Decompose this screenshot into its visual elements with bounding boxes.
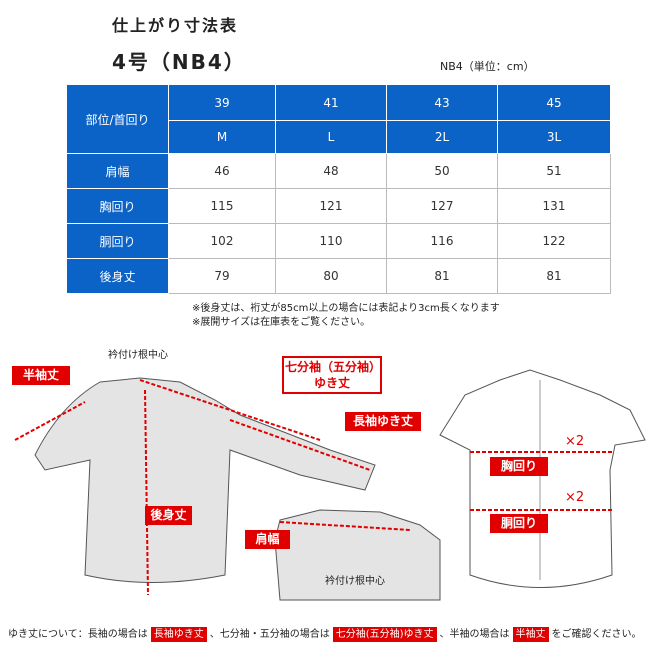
cell: 121	[275, 188, 387, 224]
times-two-label: ×2	[565, 490, 585, 505]
row-label: 後身丈	[66, 258, 169, 294]
footer-badge: 半袖丈	[512, 627, 549, 642]
shirt-diagrams	[14, 369, 646, 601]
collar-center-label: 衿付け根中心	[325, 576, 385, 587]
cell: 50	[386, 153, 498, 189]
label-line: 七分袖（五分袖）	[285, 360, 382, 374]
row-label: 胴回り	[66, 223, 169, 259]
back-shirt-illustration	[34, 377, 376, 583]
note: ※後身丈は、裄丈が85cm以上の場合には表記より3cm長くなります	[192, 303, 500, 314]
footer-badge: 七分袖(五分袖)ゆき丈	[332, 627, 437, 642]
row-label: 胸回り	[66, 188, 169, 224]
cell: 48	[275, 153, 387, 189]
note: ※展開サイズは在庫表をご覧ください。	[192, 317, 371, 328]
size-table: 部位/首回り 39 41 43 45 M L 2L 3L 肩幅 46 48 50…	[66, 84, 611, 294]
page-title: 仕上がり寸法表	[112, 16, 239, 35]
cell: 81	[386, 258, 498, 294]
waist-label: 胴回り	[490, 514, 548, 533]
three-quarter-sleeve-label: 七分袖（五分袖） ゆき丈	[282, 356, 382, 394]
neck-header: 45	[497, 84, 611, 121]
cell: 46	[168, 153, 276, 189]
back-length-label: 後身丈	[145, 506, 192, 525]
footer-badge: 長袖ゆき丈	[150, 627, 207, 642]
short-sleeve-label: 半袖丈	[12, 366, 70, 385]
table-row: 胴回り 102 110 116 122	[66, 223, 611, 259]
label-line: ゆき丈	[313, 376, 350, 390]
measure-arrows	[14, 379, 612, 596]
shoulder-shirt-illustration	[274, 509, 441, 601]
footer-text: ゆき丈について：長袖の場合は	[8, 629, 148, 640]
neck-header: 41	[275, 84, 387, 121]
chest-label: 胸回り	[490, 457, 548, 476]
footer-text: をご確認ください。	[551, 629, 642, 640]
footer-note: ゆき丈について：長袖の場合は 長袖ゆき丈 、七分袖・五分袖の場合は 七分袖(五分袖)ゆ…	[8, 625, 642, 642]
row-label: 肩幅	[66, 153, 169, 189]
footer-text: 、七分袖・五分袖の場合は	[209, 629, 330, 640]
cell: 116	[386, 223, 498, 259]
table-row: 胸回り 115 121 127 131	[66, 188, 611, 224]
front-shirt-illustration	[439, 369, 646, 588]
cell: 115	[168, 188, 276, 224]
footer-text: 、半袖の場合は	[439, 629, 510, 640]
notes: ※後身丈は、裄丈が85cm以上の場合には表記より3cm長くなります ※展開サイズ…	[192, 302, 500, 330]
neck-header: 39	[168, 84, 276, 121]
cell: 80	[275, 258, 387, 294]
size-header: L	[275, 120, 387, 154]
cell: 131	[497, 188, 611, 224]
corner-header: 部位/首回り	[66, 84, 169, 154]
cell: 81	[497, 258, 611, 294]
cell: 51	[497, 153, 611, 189]
table-row: 後身丈 79 80 81 81	[66, 258, 611, 294]
unit-label: NB4（単位：cm）	[440, 60, 535, 73]
cell: 102	[168, 223, 276, 259]
long-sleeve-label: 長袖ゆき丈	[345, 412, 421, 431]
cell: 110	[275, 223, 387, 259]
size-header: 2L	[386, 120, 498, 154]
size-header: 3L	[497, 120, 611, 154]
shoulder-label: 肩幅	[245, 530, 290, 549]
size-header: M	[168, 120, 276, 154]
cell: 79	[168, 258, 276, 294]
cell: 122	[497, 223, 611, 259]
times-two-label: ×2	[565, 434, 585, 449]
cell: 127	[386, 188, 498, 224]
neck-header: 43	[386, 84, 498, 121]
model-title: 4号（NB4）	[112, 50, 246, 74]
collar-center-label: 衿付け根中心	[108, 350, 168, 361]
table-row: 肩幅 46 48 50 51	[66, 153, 611, 189]
